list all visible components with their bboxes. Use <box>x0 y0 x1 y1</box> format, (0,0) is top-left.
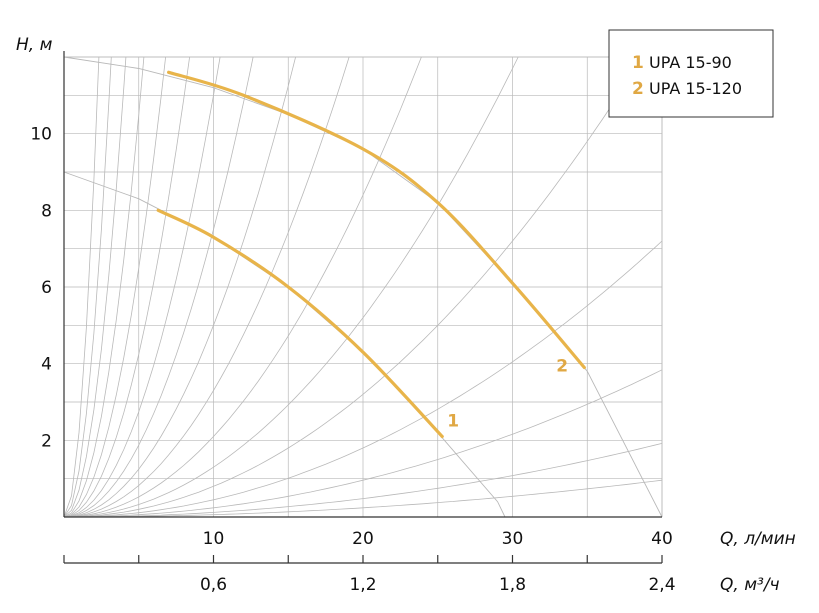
grid-lines <box>64 56 663 517</box>
system-curve <box>63 56 422 518</box>
x2-tick-label: 2,4 <box>648 575 675 595</box>
x-tick-label: 20 <box>352 529 374 549</box>
system-curve <box>64 369 663 518</box>
axes: 2 4 6 8 10 10 20 30 40 0,6 1,2 1,8 2,4 <box>30 51 676 595</box>
system-curve <box>63 56 350 518</box>
system-curve <box>64 240 663 518</box>
x2-tick-label: 1,8 <box>499 575 526 595</box>
x-tick-label: 10 <box>203 529 225 549</box>
system-curve <box>63 56 296 518</box>
y-tick-label: 2 <box>41 431 52 451</box>
system-curve <box>63 56 112 518</box>
y-tick-label: 8 <box>41 201 52 221</box>
legend-entry-1: UPA 15-90 <box>649 53 732 72</box>
legend-number-1: 1 <box>632 53 644 73</box>
series-line-2 <box>167 70 586 370</box>
legend-number-2: 2 <box>632 79 644 99</box>
x2-tick-label: 1,2 <box>349 575 376 595</box>
system-curve <box>63 56 190 518</box>
y-axis-title: H, м <box>16 35 53 55</box>
pump-envelope-1 <box>63 171 506 518</box>
system-curve <box>63 56 519 518</box>
legend-box <box>608 29 774 118</box>
system-curve <box>63 56 127 518</box>
y-tick-label: 10 <box>30 125 52 145</box>
legend-entry-2: UPA 15-120 <box>649 79 742 98</box>
x-tick-label: 30 <box>502 529 524 549</box>
x-axis-title: Q, л/мин <box>720 529 796 549</box>
system-curve <box>63 56 100 518</box>
x2-axis-title: Q, м³/ч <box>720 575 780 595</box>
series-layer: 12 <box>156 70 586 439</box>
x2-tick-label: 0,6 <box>200 575 227 595</box>
curve-label-1: 1 <box>447 412 459 432</box>
system-curve <box>63 56 166 518</box>
x-tick-label: 40 <box>651 529 673 549</box>
system-curve <box>63 56 145 518</box>
y-tick-label: 6 <box>41 278 52 298</box>
system-curve <box>64 479 663 518</box>
series-line-1 <box>156 208 444 439</box>
legend: 1 UPA 15-90 2 UPA 15-120 <box>608 29 774 118</box>
system-curve <box>63 56 221 518</box>
y-tick-label: 4 <box>41 355 52 375</box>
system-curve <box>63 56 254 518</box>
curve-label-2: 2 <box>556 357 568 377</box>
system-curve <box>64 443 663 518</box>
system-curve <box>63 56 644 518</box>
